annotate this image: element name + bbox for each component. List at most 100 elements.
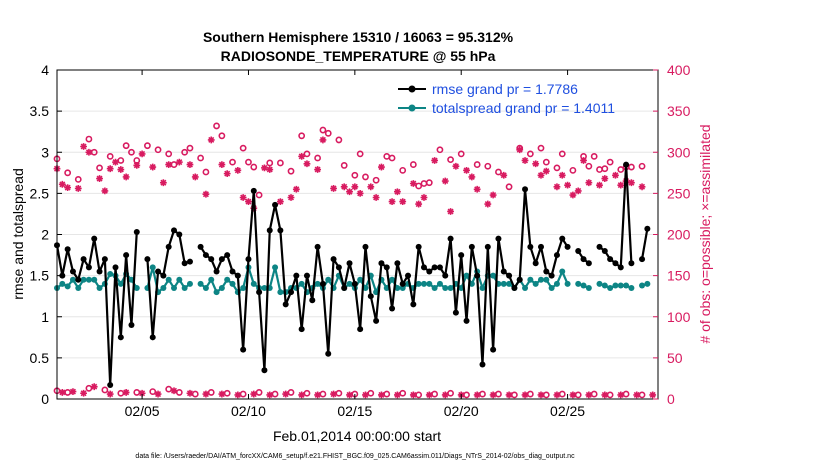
obs-assimilated-marker <box>558 171 566 179</box>
totalspread-point <box>580 282 587 289</box>
obs-possible-marker <box>590 390 598 398</box>
totalspread-point <box>80 276 87 283</box>
rmse-point <box>474 272 481 279</box>
obs-possible-marker <box>628 163 635 171</box>
rmse-point <box>96 268 103 275</box>
obs-possible-marker <box>149 388 157 395</box>
y-left-axis-label: rmse and totalspread <box>10 168 26 300</box>
rmse-point <box>511 284 518 291</box>
obs-possible-marker <box>74 175 82 183</box>
obs-assimilated-marker <box>346 391 353 399</box>
obs-assimilated-marker <box>319 136 327 144</box>
obs-possible-marker <box>324 129 332 137</box>
obs-possible-marker <box>436 146 444 154</box>
obs-assimilated-marker <box>569 391 577 399</box>
obs-assimilated-marker <box>441 177 449 185</box>
rmse-point <box>256 289 263 296</box>
totalspread-point <box>447 284 454 291</box>
obs-assimilated-marker <box>165 161 173 168</box>
obs-assimilated-marker <box>298 391 306 399</box>
totalspread-point <box>298 280 305 287</box>
chart-title: Southern Hemisphere 15310 / 16063 = 95.3… <box>203 29 514 45</box>
obs-assimilated-marker <box>85 148 93 156</box>
obs-possible-marker <box>447 156 454 164</box>
rmse-point <box>463 317 470 324</box>
obs-possible-marker <box>484 162 492 170</box>
totalspread-point <box>272 264 279 271</box>
rmse-point <box>208 256 215 263</box>
obs-assimilated-marker <box>628 179 635 187</box>
rmse-point <box>373 317 380 324</box>
rmse-point <box>149 334 156 341</box>
obs-assimilated-marker <box>489 391 497 399</box>
rmse-point <box>314 243 321 250</box>
obs-possible-marker <box>223 389 231 397</box>
rmse-point <box>367 293 374 300</box>
rmse-point <box>383 264 390 271</box>
obs-possible-marker <box>271 390 279 398</box>
totalspread-point <box>69 276 76 283</box>
totalspread-point <box>85 276 92 283</box>
y-left-tick-label: 2 <box>41 227 49 243</box>
obs-possible-marker <box>144 142 151 150</box>
obs-assimilated-marker <box>138 389 146 397</box>
rmse-point <box>123 252 130 259</box>
totalspread-point <box>639 282 646 289</box>
obs-possible-marker <box>255 191 263 199</box>
obs-assimilated-marker <box>537 171 545 179</box>
obs-assimilated-marker <box>292 185 300 193</box>
rmse-point <box>346 260 353 267</box>
rmse-line <box>640 228 649 260</box>
totalspread-point <box>431 284 438 291</box>
totalspread-point <box>617 282 624 289</box>
obs-possible-marker <box>319 390 327 398</box>
obs-possible-marker <box>622 390 630 398</box>
obs-assimilated-marker <box>106 165 114 173</box>
y-right-tick-label: 100 <box>667 309 691 325</box>
rmse-point <box>213 268 220 275</box>
obs-possible-marker <box>590 152 598 160</box>
totalspread-point <box>399 284 406 291</box>
obs-possible-marker <box>85 135 93 143</box>
totalspread-point <box>133 284 140 291</box>
y-right-tick-label: 250 <box>667 185 691 201</box>
rmse-point <box>245 256 252 263</box>
data-file-footer: data file: /Users/raeder/DAI/ATM_forcXX/… <box>135 453 575 460</box>
rmse-point <box>575 247 582 254</box>
obs-assimilated-marker <box>186 389 194 397</box>
rmse-point <box>80 256 87 263</box>
rmse-point <box>186 258 193 265</box>
rmse-point <box>309 297 316 304</box>
rmse-point <box>532 260 539 267</box>
obs-assimilated-marker <box>186 161 194 168</box>
rmse-point <box>644 225 651 232</box>
obs-assimilated-marker <box>564 181 571 189</box>
rmse-point <box>468 243 475 250</box>
totalspread-point <box>325 276 332 283</box>
obs-assimilated-marker <box>500 171 508 179</box>
rmse-point <box>69 268 76 275</box>
totalspread-point <box>564 280 571 287</box>
obs-possible-marker <box>542 158 550 166</box>
y-left-tick-label: 0.5 <box>30 350 50 366</box>
y-right-axis-ticks: 0 50 100 150 200 250 300 350 400 <box>653 62 691 407</box>
rmse-point <box>500 268 507 275</box>
totalspread-point <box>553 280 560 287</box>
totalspread-point <box>415 280 422 287</box>
obs-assimilated-marker <box>117 166 125 173</box>
rmse-point <box>229 268 236 275</box>
rmse-point <box>394 260 401 267</box>
totalspread-point <box>149 264 156 271</box>
obs-assimilated-marker <box>574 187 582 195</box>
rmse-point <box>288 289 295 296</box>
obs-possible-marker <box>473 161 481 168</box>
obs-assimilated-marker <box>80 143 87 150</box>
legend-rmse-marker <box>408 85 416 93</box>
rmse-point <box>537 243 544 250</box>
obs-assimilated-marker <box>542 167 550 175</box>
rmse-point <box>612 260 619 267</box>
obs-assimilated-marker <box>585 179 593 187</box>
rmse-point <box>623 161 630 168</box>
obs-possible-marker <box>553 164 561 172</box>
obs-possible-marker <box>558 150 566 158</box>
